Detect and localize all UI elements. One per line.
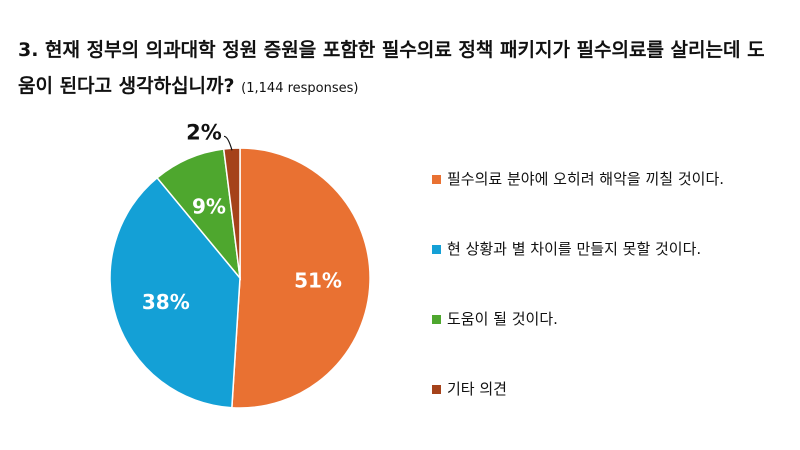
legend-swatch-no-difference [432, 245, 441, 254]
legend-label-no-difference: 현 상황과 별 차이를 만들지 못할 것이다. [447, 240, 702, 258]
data-label-other: 2% [186, 120, 222, 144]
response-count: (1,144 responses) [241, 81, 359, 96]
data-label-harmful: 51% [294, 269, 342, 293]
leader-line-other [223, 135, 233, 151]
legend-label-helpful: 도움이 될 것이다. [447, 310, 558, 328]
data-label-helpful: 9% [192, 194, 226, 218]
chart-title: 3. 현재 정부의 의과대학 정원 증원을 포함한 필수의료 정책 패키지가 필… [18, 32, 778, 107]
pie-slice-no-difference [109, 176, 241, 409]
pie-slice-harmful [231, 147, 371, 409]
legend-swatch-harmful [432, 175, 441, 184]
data-label-no-difference: 38% [142, 290, 190, 314]
legend-swatch-other [432, 385, 441, 394]
legend-label-other: 기타 의견 [447, 380, 507, 398]
chart-title-text: 3. 현재 정부의 의과대학 정원 증원을 포함한 필수의료 정책 패키지가 필… [18, 39, 765, 97]
legend-swatch-helpful [432, 315, 441, 324]
legend-label-harmful: 필수의료 분야에 오히려 해악을 끼칠 것이다. [447, 170, 725, 188]
